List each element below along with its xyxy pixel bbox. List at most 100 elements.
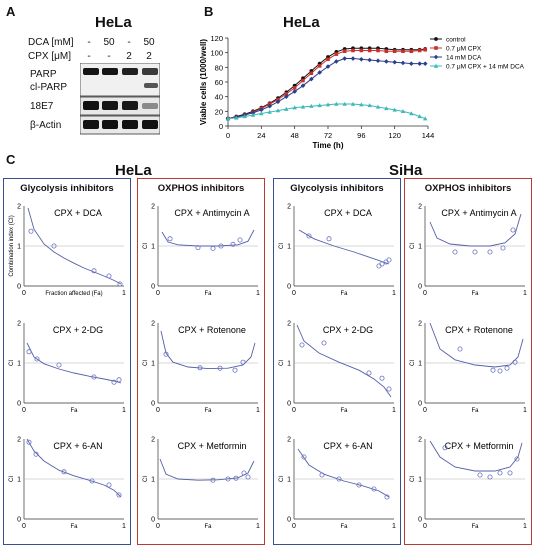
y-axis-title: CI [9,476,15,482]
x-tick-label: 1 [523,523,527,530]
plot-title: CPX + 6-AN [53,441,102,451]
y-tick-label: 100 [210,49,223,58]
data-point [292,105,297,110]
data-point [392,59,397,65]
ci-data-point [457,346,463,352]
y-tick-label: 1 [287,361,291,368]
ci-fit-curve [160,330,256,370]
y-tick-label: 1 [151,361,155,368]
y-tick-label: 1 [287,244,291,251]
y-axis-title: CI [143,476,149,482]
ci-fit-curve [296,324,392,398]
data-point [342,49,347,53]
legend-label: control [446,37,466,44]
ci-plot-hela-cpx-metformin: 0 1 2 0 1 Fa CI CPX + Metformin [143,437,260,531]
x-tick-label: 0 [292,407,296,414]
data-point [250,112,256,117]
legend-marker [434,46,438,50]
x-tick-label: 1 [256,407,260,414]
data-point [376,48,380,53]
data-point [325,64,331,69]
x-tick-label: 0 [423,290,427,297]
ci-data-point [217,365,223,371]
x-axis-title: Fa [204,291,212,297]
ci-data-point [51,243,57,249]
ci-data-point [386,386,392,392]
box-hela-glycolysis [3,178,131,545]
ci-fit-curve [161,229,255,247]
plot-title: CPX + 6-AN [323,441,372,451]
x-tick-label: 1 [392,407,396,414]
data-point [417,61,422,66]
y-tick-label: 2 [17,437,21,444]
plot-title: CPX + Metformin [178,441,247,451]
x-axis-title: Fraction affected (Fa) [45,291,102,297]
y-axis-title: CI [143,360,149,366]
plot-title: CPX + DCA [54,208,102,218]
data-point [242,114,247,119]
x-axis-title: Fa [340,291,348,297]
lane-4-cpx: 2 [146,51,152,62]
data-point [384,49,389,53]
data-point [317,64,322,68]
y-tick-label: 20 [215,107,223,116]
y-tick-label: 2 [287,204,291,211]
x-tick-label: 120 [388,131,401,140]
y-axis-title: CI [410,243,416,249]
ci-data-point [245,474,251,480]
y-tick-label: 2 [151,321,155,328]
x-axis-title: Fa [204,524,212,530]
y-tick-label: 1 [418,477,422,484]
y-tick-label: 0 [219,122,223,131]
data-point [392,107,397,112]
legend-marker [434,37,438,41]
x-axis-title: Fa [471,291,479,297]
plot-title: CPX + 2-DG [53,325,103,335]
x-tick-label: 0 [423,523,427,530]
ci-data-point [490,367,496,373]
ci-data-point [218,243,224,249]
data-point [275,99,281,105]
x-tick-label: 72 [324,131,332,140]
ci-plot-siha-cpx-metformin: 0 1 2 0 1 Fa CI CPX + Metformin [410,437,527,531]
ci-data-point [366,370,372,376]
y-tick-label: 2 [17,204,21,211]
ci-data-point [442,445,448,451]
panel-c-letter: C [6,152,16,167]
ci-data-point [26,349,32,355]
blot-label-cl-parp: cl-PARP [30,82,68,93]
x-tick-label: 1 [523,290,527,297]
lane-2-cpx: - [107,51,111,62]
data-point [375,104,381,109]
y-tick-label: 2 [287,321,291,328]
y-tick-label: 0 [287,517,291,524]
data-point [300,104,306,109]
x-tick-label: 0 [292,523,296,530]
ci-data-point [232,367,238,373]
x-tick-label: 1 [256,523,260,530]
data-point [259,111,264,116]
data-point [359,56,364,62]
data-point [423,47,428,52]
data-point [325,102,331,107]
x-axis-title: Fa [471,524,479,530]
data-point [284,106,289,111]
cell-line-title-siha: SiHa [389,162,423,179]
data-point [301,78,305,83]
plot-title: CPX + Antimycin A [441,208,516,218]
ci-data-point [301,454,307,460]
ci-fit-curve [26,438,122,498]
ci-plot-hela-cpx-antimycin: 0 1 2 0 1 Fa CI CPX + Antimycin A [143,204,260,298]
data-point [367,48,372,53]
ci-plot-siha-cpx-dca: 0 1 2 0 1 Fa CI CPX + DCA [279,204,396,298]
cell-line-title-hela: HeLa [115,162,152,179]
ci-plot-siha-cpx-6an: 0 1 2 0 1 Fa CI CPX + 6-AN [279,437,396,531]
plot-title: CPX + Metformin [445,441,514,451]
western-blot-image [80,63,160,135]
ci-data-point [195,245,201,251]
plot-title: CPX + Rotenone [445,325,513,335]
x-axis-title: Fa [471,408,479,414]
y-axis-title: CI [143,243,149,249]
ci-data-point [487,474,493,480]
data-point [351,48,355,53]
